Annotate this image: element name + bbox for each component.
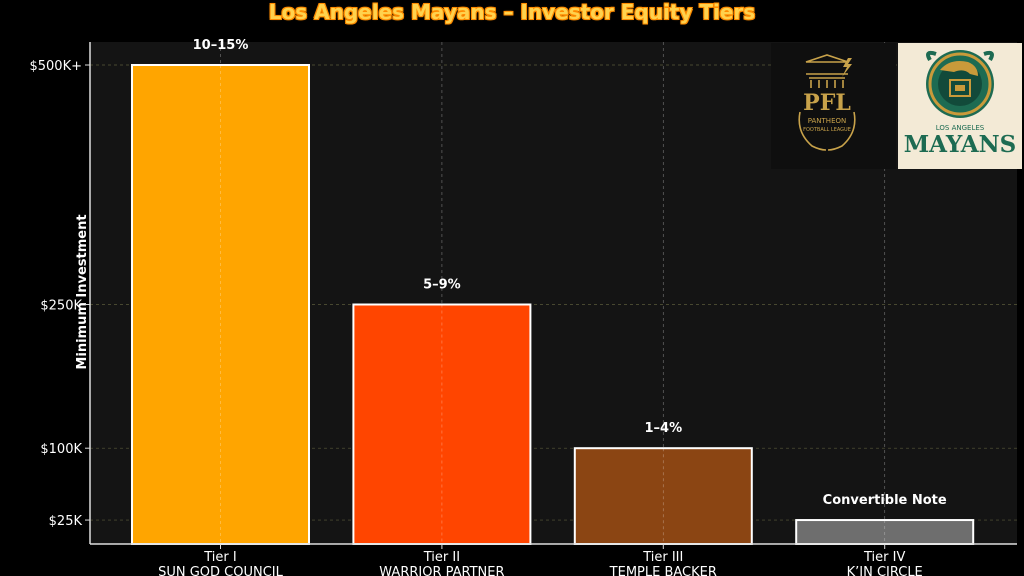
x-tick-name: K’IN CIRCLE <box>847 565 923 576</box>
bar-value-label: 5–9% <box>423 277 461 292</box>
pfl-logo: PFL PANTHEON FOOTBALL LEAGUE <box>771 43 896 169</box>
pfl-logo-text: PFL <box>803 90 851 116</box>
mayans-logo-text: MAYANS <box>904 131 1017 158</box>
y-tick-label: $25K <box>49 514 83 529</box>
grid-lines <box>90 42 1017 544</box>
bar-value-label: 1–4% <box>644 421 682 436</box>
x-tick-tier: Tier III <box>642 550 683 565</box>
y-tick-label: $100K <box>40 442 82 457</box>
x-tick-tier: Tier I <box>203 550 236 565</box>
pfl-logo-sub1: PANTHEON <box>808 117 847 125</box>
x-tick-name: SUN GOD COUNCIL <box>158 565 284 576</box>
bar <box>352 303 532 545</box>
x-tick-name: TEMPLE BACKER <box>609 565 717 576</box>
y-tick-label: $250K <box>40 298 82 313</box>
mayans-logo: LOS ANGELES MAYANS <box>898 43 1022 169</box>
x-tick-tier: Tier IV <box>863 550 905 565</box>
y-tick-label: $500K+ <box>29 59 82 74</box>
bar <box>131 63 310 545</box>
bars <box>131 63 975 546</box>
bar-value-label: Convertible Note <box>823 493 947 508</box>
bar <box>573 447 753 546</box>
y-ticks: $25K $100K $250K $500K+ <box>29 59 90 529</box>
bar-labels: 10–15% 5–9% 1–4% Convertible Note <box>193 38 947 508</box>
pfl-logo-sub2: FOOTBALL LEAGUE <box>803 127 851 133</box>
axes <box>89 42 1017 545</box>
mayans-logo-top: LOS ANGELES <box>936 124 985 132</box>
chart-title: Los Angeles Mayans – Investor Equity Tie… <box>268 0 756 24</box>
x-tick-tier: Tier II <box>423 550 460 565</box>
x-tick-name: WARRIOR PARTNER <box>379 565 504 576</box>
bar-value-label: 10–15% <box>193 38 249 53</box>
